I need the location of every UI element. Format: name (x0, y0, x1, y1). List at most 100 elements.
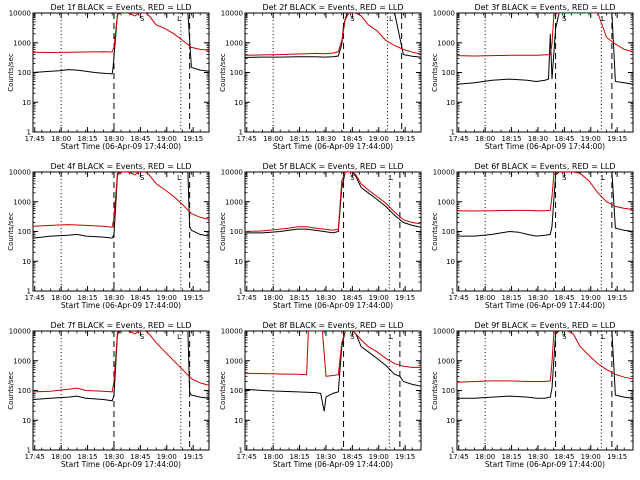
series-line-events (457, 331, 633, 399)
annotation-s: S (562, 333, 567, 341)
series-line-lld (457, 331, 633, 383)
x-tick-label: 18:45 (130, 453, 150, 461)
x-tick-label: 18:30 (104, 135, 124, 143)
x-tick-label: 19:15 (183, 135, 203, 143)
y-tick-label: 10 (22, 258, 31, 266)
plot-frame (456, 12, 634, 133)
x-tick-label: 18:45 (130, 135, 150, 143)
x-tick-label: 17:45 (237, 453, 257, 461)
annotation-l: L (601, 333, 605, 341)
det-panel-6: Det 6f BLACK = Events, RED = LLD 1 10 100 10… (431, 162, 634, 310)
x-tick-label: 18:30 (104, 453, 124, 461)
x-tick-label: 18:00 (475, 135, 495, 143)
series-group (245, 331, 421, 412)
x-tick-label: 17:45 (237, 135, 257, 143)
x-tick-label: 18:15 (77, 453, 97, 461)
x-tick-label: 18:15 (501, 294, 521, 302)
y-tick-label: 100 (230, 228, 243, 236)
series-group (245, 172, 421, 234)
panel-title: Det 2f BLACK = Events, RED = LLD (262, 3, 403, 12)
x-tick-label: 18:00 (263, 453, 283, 461)
y-tick-label: 1 (27, 129, 31, 137)
series-line-events (245, 13, 421, 58)
y-tick-label: 10 (446, 417, 455, 425)
y-tick-label: 10000 (9, 10, 31, 18)
annotation-l: L (389, 333, 393, 341)
y-tick-label: 100 (18, 69, 31, 77)
panel-title: Det 9f BLACK = Events, RED = LLD (474, 321, 615, 330)
det-panel-2: Det 2f BLACK = Events, RED = LLD 1 10 100 10… (219, 3, 422, 151)
plot-frame (456, 330, 634, 451)
x-axis-label: Start Time (06-Apr-09 17:44:00) (61, 301, 181, 310)
y-tick-label: 1 (239, 288, 243, 296)
plot-frame (244, 12, 422, 133)
x-tick-label: 18:30 (528, 294, 548, 302)
series-line-events (245, 172, 421, 234)
det-panel-7: Det 7f BLACK = Events, RED = LLD 1 10 100 10… (7, 321, 210, 469)
y-tick-label: 10000 (9, 328, 31, 336)
x-tick-label: 18:15 (77, 294, 97, 302)
y-tick-label: 100 (442, 387, 455, 395)
annotation-s: S (562, 174, 567, 182)
series-group (33, 172, 209, 239)
x-axis-label: Start Time (06-Apr-09 17:44:00) (61, 460, 181, 469)
series-group (33, 331, 209, 402)
y-tick-label: 10000 (433, 10, 455, 18)
y-axis-label: Counts/sec (219, 53, 227, 92)
x-tick-label: 18:45 (342, 453, 362, 461)
y-tick-label: 10 (22, 99, 31, 107)
y-tick-label: 100 (442, 69, 455, 77)
y-tick-label: 1000 (13, 39, 31, 47)
y-tick-label: 100 (230, 69, 243, 77)
series-group (457, 172, 633, 237)
x-axis-label: Start Time (06-Apr-09 17:44:00) (273, 142, 393, 151)
x-tick-label: 18:30 (316, 135, 336, 143)
det-panel-3: Det 3f BLACK = Events, RED = LLD 1 10 100 10… (431, 3, 634, 151)
x-tick-label: 18:00 (475, 294, 495, 302)
y-tick-label: 1000 (437, 39, 455, 47)
x-tick-label: 17:45 (25, 294, 45, 302)
series-line-lld (457, 13, 633, 57)
y-tick-label: 1000 (225, 198, 243, 206)
y-tick-label: 100 (442, 228, 455, 236)
series-line-lld (33, 331, 209, 393)
x-axis-label: Start Time (06-Apr-09 17:44:00) (485, 301, 605, 310)
y-tick-label: 10000 (433, 169, 455, 177)
x-tick-label: 18:00 (263, 135, 283, 143)
y-tick-label: 1 (451, 447, 455, 455)
x-tick-label: 18:15 (289, 135, 309, 143)
x-tick-label: 17:45 (449, 453, 469, 461)
x-tick-label: 19:00 (369, 294, 389, 302)
y-tick-label: 1000 (13, 357, 31, 365)
x-tick-label: 19:15 (395, 453, 415, 461)
x-tick-label: 18:15 (289, 294, 309, 302)
panel-title: Det 6f BLACK = Events, RED = LLD (474, 162, 615, 171)
x-tick-label: 19:00 (157, 135, 177, 143)
y-axis-label: Counts/sec (7, 371, 15, 410)
series-line-lld (245, 13, 421, 56)
y-tick-label: 10000 (9, 169, 31, 177)
x-tick-label: 18:30 (316, 294, 336, 302)
annotation-l: L (389, 15, 393, 23)
y-tick-label: 1000 (225, 39, 243, 47)
x-tick-label: 19:00 (581, 135, 601, 143)
y-tick-label: 10 (234, 99, 243, 107)
plot-frame (32, 171, 210, 292)
x-tick-label: 18:00 (51, 135, 71, 143)
annotation-s: S (562, 15, 567, 23)
series-line-lld (33, 172, 209, 228)
annotation-s: S (140, 15, 145, 23)
x-tick-label: 19:00 (157, 453, 177, 461)
x-tick-label: 19:15 (607, 453, 627, 461)
y-axis-label: Counts/sec (7, 212, 15, 251)
y-tick-label: 1000 (225, 357, 243, 365)
panel-title: Det 3f BLACK = Events, RED = LLD (474, 3, 615, 12)
annotation-s: S (350, 174, 355, 182)
y-tick-label: 1 (27, 288, 31, 296)
x-tick-label: 19:15 (607, 294, 627, 302)
x-tick-label: 18:45 (554, 135, 574, 143)
x-tick-label: 18:30 (528, 453, 548, 461)
series-line-lld (245, 331, 421, 377)
